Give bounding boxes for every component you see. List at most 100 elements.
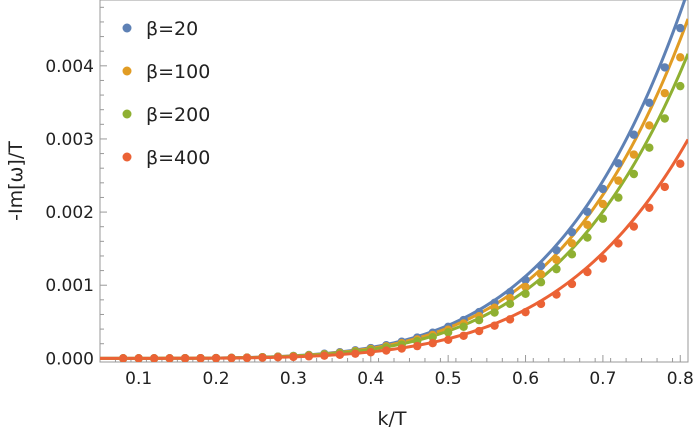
data-point bbox=[459, 322, 468, 331]
data-point bbox=[660, 63, 669, 72]
data-point bbox=[660, 182, 669, 192]
data-point bbox=[505, 315, 515, 324]
legend: β=20 β=100 β=200 β=400 bbox=[122, 18, 210, 169]
y-tick-label: 0.002 bbox=[45, 203, 94, 223]
data-point bbox=[428, 339, 437, 348]
x-axis-title: k/T bbox=[377, 408, 406, 430]
data-point bbox=[583, 220, 592, 229]
data-point bbox=[645, 143, 654, 152]
data-points bbox=[119, 23, 685, 362]
data-point bbox=[598, 199, 608, 209]
data-point bbox=[211, 353, 221, 362]
data-point bbox=[660, 114, 669, 123]
legend-marker bbox=[122, 23, 132, 33]
x-tick-label: 0.2 bbox=[203, 369, 230, 389]
data-point bbox=[304, 352, 314, 361]
y-tick-label: 0.001 bbox=[45, 276, 94, 296]
legend-marker bbox=[122, 109, 132, 119]
data-point bbox=[536, 261, 546, 271]
plot-frame bbox=[99, 0, 689, 363]
data-point bbox=[119, 354, 128, 362]
data-point bbox=[536, 299, 546, 309]
data-point bbox=[351, 349, 360, 358]
fit-curves bbox=[100, 0, 688, 360]
data-point bbox=[583, 233, 592, 242]
data-point bbox=[474, 326, 484, 336]
data-point bbox=[583, 207, 592, 217]
y-tick-label: 0.000 bbox=[45, 349, 94, 369]
data-point bbox=[614, 239, 623, 248]
data-point bbox=[521, 282, 530, 292]
data-point bbox=[165, 354, 174, 362]
x-tick-label: 0.4 bbox=[357, 369, 384, 389]
data-point bbox=[134, 354, 143, 362]
data-point bbox=[614, 159, 623, 168]
data-point bbox=[676, 159, 685, 168]
data-point bbox=[335, 350, 345, 359]
data-point bbox=[320, 351, 329, 360]
legend-label: β=20 bbox=[146, 18, 198, 40]
data-point bbox=[598, 184, 608, 194]
data-point bbox=[521, 307, 530, 317]
legend-label: β=100 bbox=[146, 61, 210, 83]
data-point bbox=[490, 308, 499, 317]
data-point bbox=[645, 98, 654, 108]
x-tick-label: 0.1 bbox=[125, 369, 152, 389]
y-axis-title: -Im[ω]/T bbox=[5, 141, 27, 221]
data-point bbox=[443, 328, 453, 337]
data-point bbox=[676, 81, 685, 91]
x-tick-label: 0.8 bbox=[667, 369, 694, 389]
y-tick-label: 0.003 bbox=[45, 130, 94, 150]
data-point bbox=[413, 341, 422, 351]
data-point bbox=[567, 239, 577, 248]
data-point bbox=[428, 332, 437, 342]
data-point bbox=[614, 176, 623, 185]
data-point bbox=[552, 264, 561, 274]
data-point bbox=[614, 193, 623, 202]
data-point bbox=[521, 289, 530, 298]
data-point bbox=[289, 352, 298, 362]
data-point bbox=[273, 353, 283, 362]
data-point bbox=[598, 254, 608, 263]
data-point bbox=[490, 321, 499, 330]
data-point bbox=[645, 203, 654, 212]
data-point bbox=[505, 299, 515, 309]
data-point bbox=[629, 150, 639, 159]
x-tick-label: 0.7 bbox=[589, 369, 616, 389]
x-axis-ticks: 0.1 0.2 0.3 0.4 0.5 0.6 0.7 0.8 bbox=[99, 355, 694, 389]
data-point bbox=[598, 214, 608, 223]
data-point bbox=[521, 275, 530, 285]
data-point bbox=[180, 354, 190, 362]
y-tick-label: 0.004 bbox=[45, 57, 94, 77]
y-axis-ticks: 0.000 0.001 0.002 0.003 0.004 bbox=[45, 6, 107, 369]
data-point bbox=[645, 121, 654, 130]
data-point bbox=[629, 222, 639, 231]
data-point bbox=[552, 290, 561, 299]
data-point bbox=[583, 267, 592, 277]
data-point bbox=[242, 353, 252, 362]
data-point bbox=[505, 288, 515, 297]
data-point bbox=[552, 255, 561, 264]
legend-marker bbox=[122, 152, 132, 162]
data-point bbox=[567, 227, 577, 237]
x-tick-label: 0.3 bbox=[280, 369, 307, 389]
data-point bbox=[552, 245, 561, 255]
data-point bbox=[567, 250, 577, 259]
data-point bbox=[227, 353, 236, 362]
data-point bbox=[459, 331, 468, 340]
data-point bbox=[629, 169, 639, 179]
x-tick-label: 0.6 bbox=[512, 369, 539, 389]
data-point bbox=[505, 293, 515, 303]
data-point bbox=[676, 23, 685, 33]
x-tick-label: 0.5 bbox=[435, 369, 462, 389]
data-point bbox=[536, 269, 546, 279]
legend-marker bbox=[122, 66, 132, 76]
data-point bbox=[443, 335, 453, 344]
fit-curve bbox=[100, 0, 687, 360]
data-point bbox=[196, 354, 205, 362]
legend-label: β=400 bbox=[146, 147, 210, 169]
data-point bbox=[474, 316, 484, 325]
fit-curve bbox=[100, 138, 688, 360]
data-point bbox=[397, 344, 406, 353]
